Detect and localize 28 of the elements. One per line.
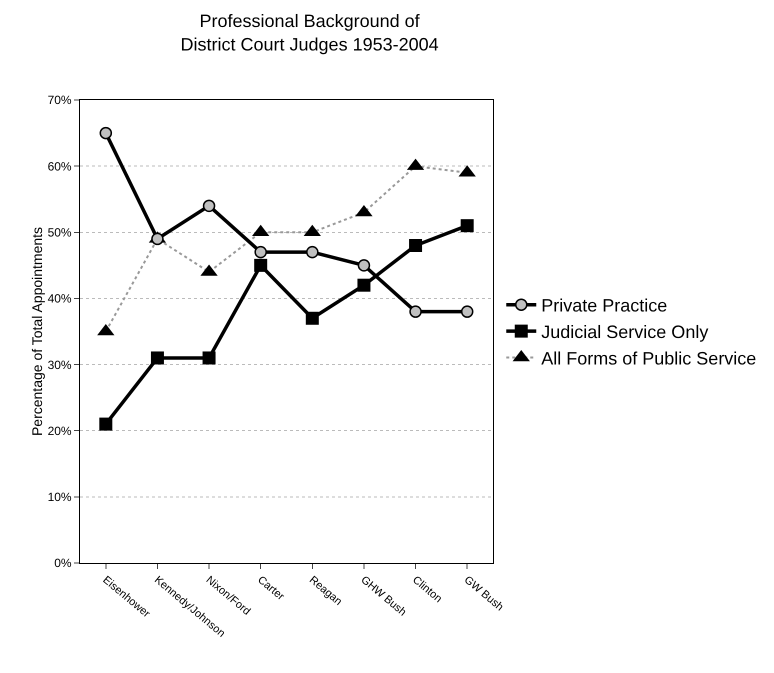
chart-title: Professional Background of District Court Judges 1953-2004 xyxy=(180,10,439,54)
point xyxy=(254,246,267,258)
point xyxy=(409,239,422,252)
point xyxy=(100,126,112,140)
y-tick-label: 50% xyxy=(48,225,72,240)
point xyxy=(202,351,216,364)
point xyxy=(254,258,268,272)
point xyxy=(306,312,319,325)
y-tick-label: 0% xyxy=(54,556,72,570)
point xyxy=(99,418,112,431)
y-axis-title: Percentage of Total Appointments xyxy=(29,226,45,436)
legend-label: Judicial Service Only xyxy=(541,322,708,342)
point xyxy=(150,351,164,364)
y-tick-label: 20% xyxy=(48,424,72,438)
point xyxy=(358,259,370,272)
y-tick-label: 10% xyxy=(48,490,72,504)
point xyxy=(306,246,319,258)
y-tick-label: 30% xyxy=(48,358,72,372)
point xyxy=(460,305,474,318)
legend-label: Private Practice xyxy=(541,296,668,316)
y-tick-label: 60% xyxy=(48,159,72,174)
point xyxy=(202,200,216,212)
point xyxy=(460,219,474,232)
legend-label: All Forms of Public Service xyxy=(541,348,756,369)
point xyxy=(409,305,422,318)
y-tick-label: 40% xyxy=(48,292,72,306)
point xyxy=(357,278,370,292)
y-tick-label: 70% xyxy=(48,93,72,108)
